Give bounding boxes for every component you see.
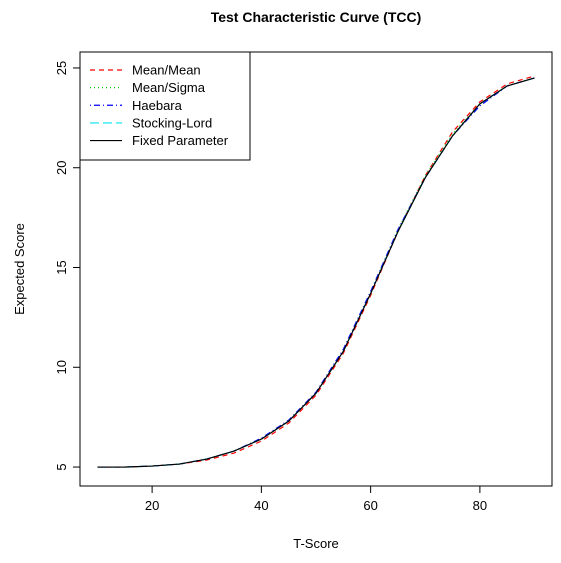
legend-label: Mean/Sigma [132,80,206,95]
legend-label: Haebara [132,98,183,113]
legend-label: Fixed Parameter [132,133,229,148]
y-tick-label: 5 [54,463,69,470]
x-tick-label: 40 [254,498,268,513]
chart-title: Test Characteristic Curve (TCC) [211,9,422,25]
x-tick-label: 20 [145,498,159,513]
x-axis-label: T-Score [293,536,339,551]
y-tick-label: 25 [54,61,69,75]
legend-label: Stocking-Lord [132,115,212,130]
y-tick-label: 10 [54,360,69,374]
y-axis-label: Expected Score [12,223,27,315]
x-tick-label: 60 [363,498,377,513]
y-tick-label: 15 [54,260,69,274]
series-line [97,77,535,468]
legend-label: Mean/Mean [132,63,201,78]
y-tick-label: 20 [54,160,69,174]
plot-frame [79,51,553,487]
x-tick-label: 80 [473,498,487,513]
